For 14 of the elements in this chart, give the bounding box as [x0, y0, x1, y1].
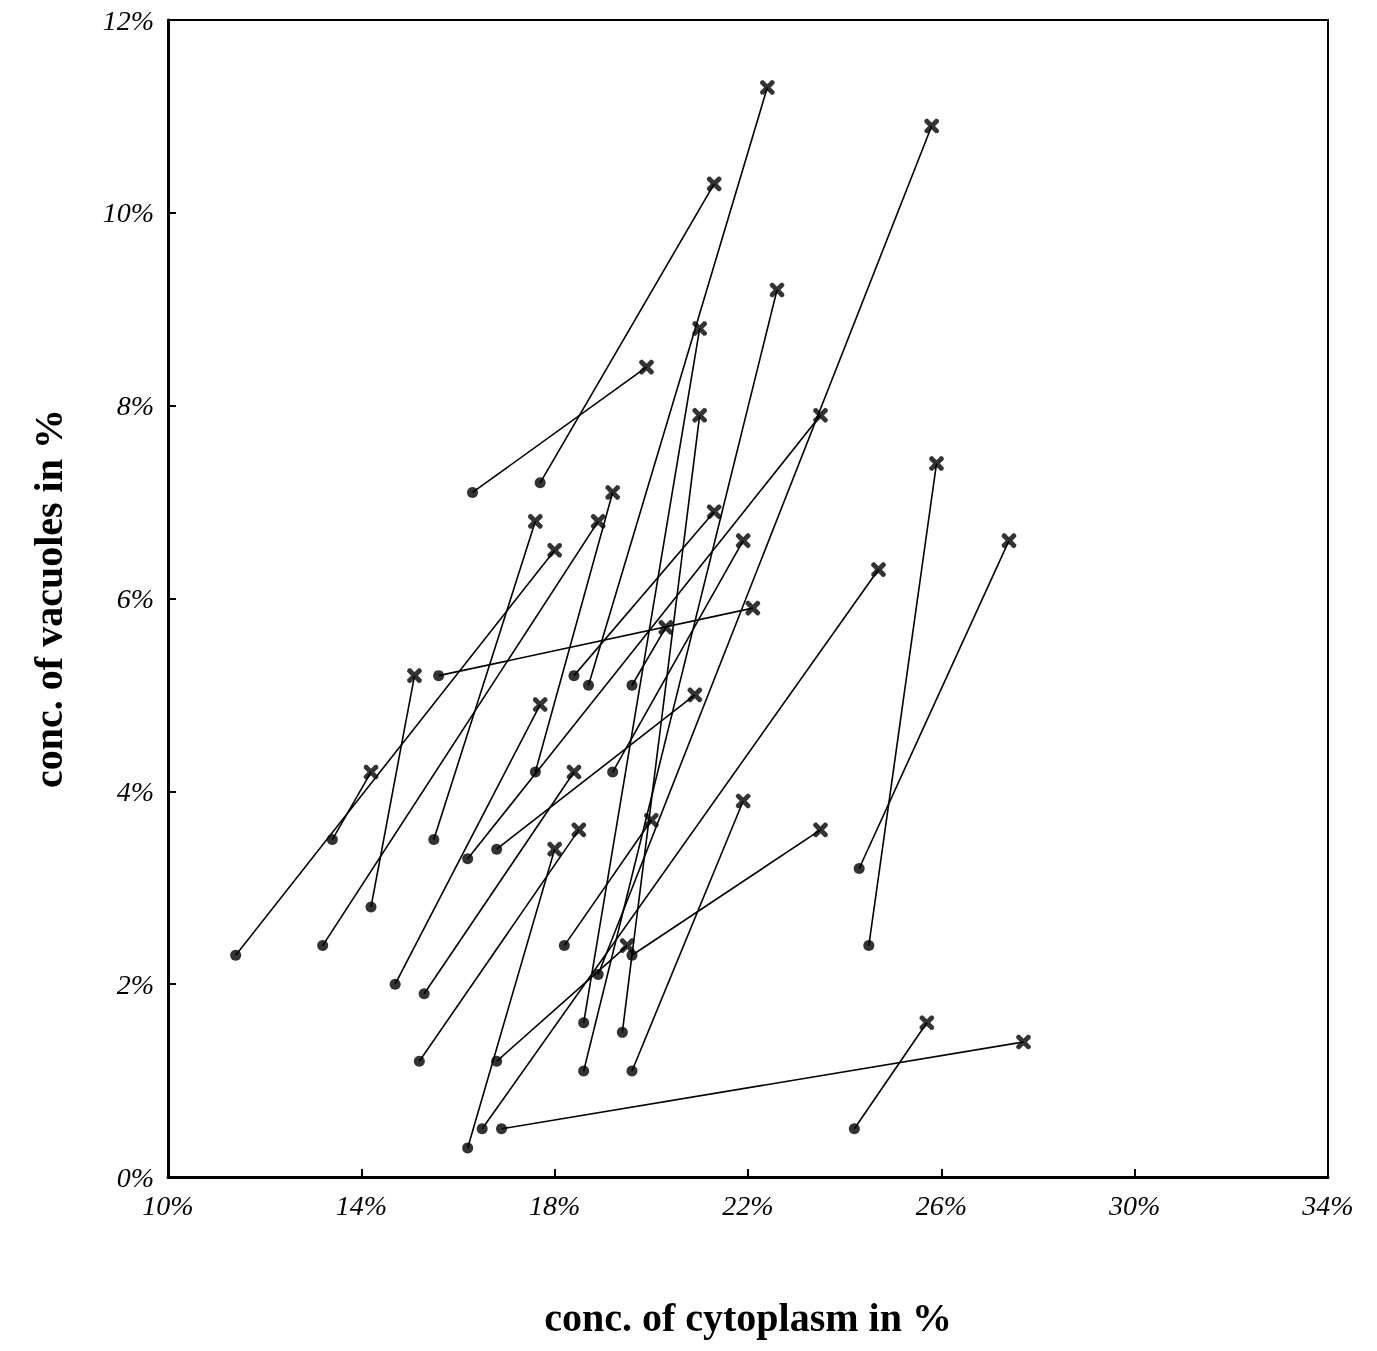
y-tick-label: 12% — [102, 4, 154, 36]
x-tick-label: 18% — [529, 1189, 581, 1221]
y-tick-label: 10% — [102, 197, 154, 229]
y-tick-label: 6% — [116, 583, 154, 614]
y-tick-label: 8% — [116, 390, 154, 422]
x-tick-label: 22% — [722, 1189, 774, 1221]
x-tick-label: 14% — [335, 1189, 387, 1221]
y-tick-label: 4% — [116, 775, 154, 807]
y-tick-label: 2% — [116, 968, 154, 1000]
y-axis-title: conc. of vacuoles in % — [25, 409, 71, 788]
x-axis-title: conc. of cytoplasm in % — [544, 1294, 952, 1340]
x-tick-label: 30% — [1108, 1189, 1161, 1221]
x-tick-label: 26% — [915, 1189, 967, 1221]
x-tick-label: 34% — [1301, 1189, 1354, 1221]
